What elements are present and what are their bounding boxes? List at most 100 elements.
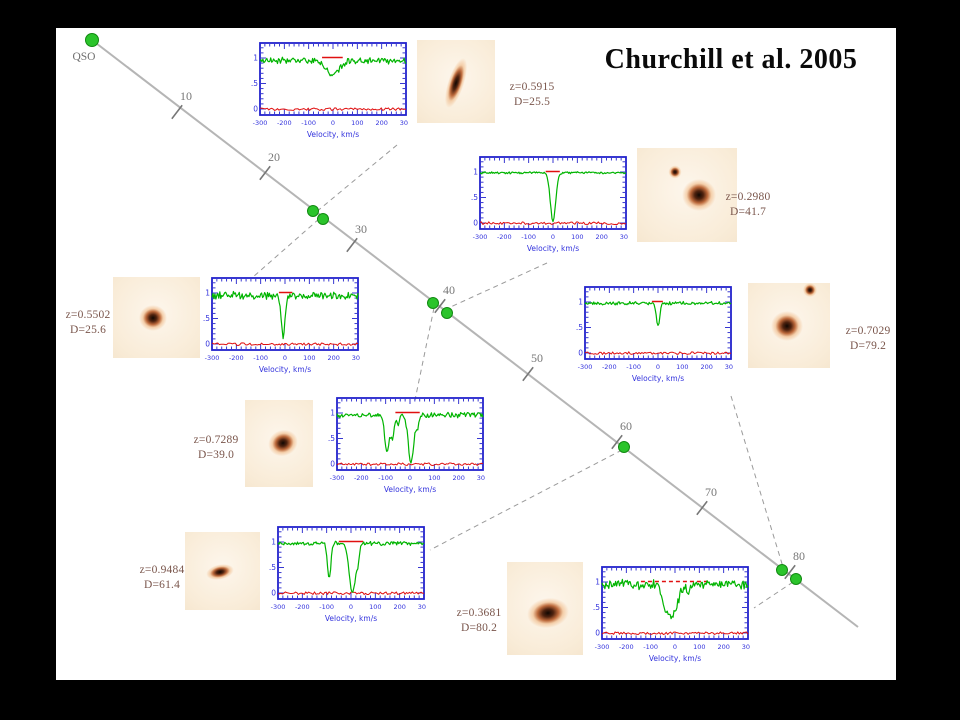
x-axis-label: -300 bbox=[595, 643, 610, 651]
qso-label: QSO bbox=[72, 51, 95, 63]
absorption-spectrum bbox=[584, 300, 732, 327]
galaxy-image-2 bbox=[637, 148, 737, 242]
x-axis-label: 100 bbox=[303, 354, 315, 362]
absorber-dot-5 bbox=[618, 441, 630, 453]
x-axis-label: 0 bbox=[331, 119, 335, 127]
redshift-label-4: z=0.7029 D=79.2 bbox=[838, 324, 898, 354]
redshift-label-2: z=0.2980 D=41.7 bbox=[718, 190, 778, 220]
tick-label-60: 60 bbox=[620, 419, 632, 433]
y-axis-label: .5 bbox=[328, 434, 335, 443]
spectrum-panel-1: 1 .5 0 -300 -200 -100 0 100 200 300 Velocity, km/s bbox=[248, 41, 408, 143]
x-axis-title: Velocity, km/s bbox=[259, 365, 311, 374]
y-axis-label: 0 bbox=[205, 340, 210, 349]
x-axis-label: -300 bbox=[205, 354, 220, 362]
z-value: z=0.3681 bbox=[456, 607, 502, 619]
absorber-dot-6 bbox=[776, 564, 788, 576]
absorption-spectrum bbox=[601, 578, 749, 620]
y-axis-label: .5 bbox=[576, 323, 583, 332]
x-axis-label: -200 bbox=[354, 474, 369, 482]
x-axis-label: 300 bbox=[620, 233, 628, 241]
tick-mark-50 bbox=[522, 366, 534, 382]
y-axis-label: 1 bbox=[595, 578, 600, 587]
redshift-label-6: z=0.9484 D=61.4 bbox=[132, 563, 192, 593]
x-axis-label: -100 bbox=[378, 474, 393, 482]
galaxy-image-5 bbox=[245, 400, 313, 487]
impact-parameter-value: D=80.2 bbox=[460, 621, 498, 634]
x-axis-label: 0 bbox=[673, 643, 677, 651]
x-axis-label: 0 bbox=[349, 603, 353, 611]
redshift-label-3: z=0.5502 D=25.6 bbox=[58, 308, 118, 338]
redshift-label-7: z=0.3681 D=80.2 bbox=[449, 606, 509, 636]
y-axis-label: .5 bbox=[203, 314, 210, 323]
absorption-spectrum bbox=[259, 56, 407, 77]
x-axis-title: Velocity, km/s bbox=[527, 244, 579, 253]
x-axis-label: 300 bbox=[418, 603, 426, 611]
z-value: z=0.9484 bbox=[139, 564, 185, 576]
x-axis-label: 300 bbox=[742, 643, 750, 651]
x-axis-label: 0 bbox=[408, 474, 412, 482]
galaxy-image-4 bbox=[748, 283, 830, 368]
y-axis-label: 1 bbox=[330, 409, 335, 418]
galaxy-core bbox=[204, 561, 236, 583]
error-spectrum bbox=[584, 351, 732, 356]
y-axis-label: 1 bbox=[473, 168, 478, 177]
z-value: z=0.5915 bbox=[509, 81, 555, 93]
absorber-dot-2 bbox=[317, 213, 329, 225]
redshift-label-1: z=0.5915 D=25.5 bbox=[502, 80, 562, 110]
z-value: z=0.5502 bbox=[65, 309, 111, 321]
qso-sightline bbox=[91, 39, 859, 628]
galaxy-core bbox=[525, 595, 571, 631]
galaxy-image-7 bbox=[507, 562, 583, 655]
spectrum-frame bbox=[211, 277, 359, 351]
tick-mark-20 bbox=[259, 165, 271, 181]
x-axis-label: 0 bbox=[656, 363, 660, 371]
impact-parameter-value: D=39.0 bbox=[197, 448, 235, 461]
galaxy-image-6 bbox=[185, 532, 260, 610]
error-spectrum bbox=[601, 631, 749, 636]
y-axis-label: 0 bbox=[271, 589, 276, 598]
tick-label-20: 20 bbox=[268, 150, 280, 164]
y-axis-label: 1 bbox=[271, 538, 276, 547]
y-axis-label: 0 bbox=[330, 460, 335, 469]
x-axis-label: 100 bbox=[369, 603, 381, 611]
x-axis-label: -100 bbox=[643, 643, 658, 651]
y-axis-label: 0 bbox=[253, 105, 258, 114]
companion-galaxy bbox=[803, 283, 818, 297]
absorption-spectrum bbox=[336, 411, 484, 464]
tick-mark-70 bbox=[696, 500, 708, 516]
x-axis-label: 0 bbox=[551, 233, 555, 241]
galaxy-core bbox=[440, 55, 472, 111]
x-axis-label: 100 bbox=[676, 363, 688, 371]
y-axis-label: 0 bbox=[595, 629, 600, 638]
error-spectrum bbox=[260, 107, 407, 112]
absorber-dot-3 bbox=[427, 297, 439, 309]
z-value: z=0.2980 bbox=[725, 191, 771, 203]
x-axis-label: -200 bbox=[619, 643, 634, 651]
x-axis-label: -300 bbox=[330, 474, 345, 482]
x-axis-label: -300 bbox=[253, 119, 268, 127]
spectrum-frame bbox=[601, 566, 749, 640]
y-axis-label: 1 bbox=[578, 298, 583, 307]
y-axis-label: .5 bbox=[593, 603, 600, 612]
impact-parameter-value: D=25.5 bbox=[513, 95, 551, 108]
tick-mark-10 bbox=[171, 104, 183, 120]
spectrum-panel-4: 1 .5 0 -300 -200 -100 0 100 200 300 Velocity, km/s bbox=[573, 285, 733, 387]
z-value: z=0.7029 bbox=[845, 325, 891, 337]
x-axis-title: Velocity, km/s bbox=[307, 130, 359, 139]
absorber-dot-7 bbox=[790, 573, 802, 585]
absorber-dots bbox=[307, 205, 802, 585]
x-axis-label: -300 bbox=[473, 233, 488, 241]
galaxy-core bbox=[139, 305, 168, 332]
x-axis-label: 200 bbox=[717, 643, 729, 651]
error-spectrum bbox=[211, 342, 359, 347]
x-axis-label: 200 bbox=[700, 363, 712, 371]
x-axis-label: 0 bbox=[283, 354, 287, 362]
galaxy-core bbox=[264, 425, 302, 460]
x-axis-label: -200 bbox=[295, 603, 310, 611]
x-axis-title: Velocity, km/s bbox=[632, 374, 684, 383]
tick-label-80: 80 bbox=[793, 549, 805, 563]
impact-parameter-value: D=25.6 bbox=[69, 323, 107, 336]
